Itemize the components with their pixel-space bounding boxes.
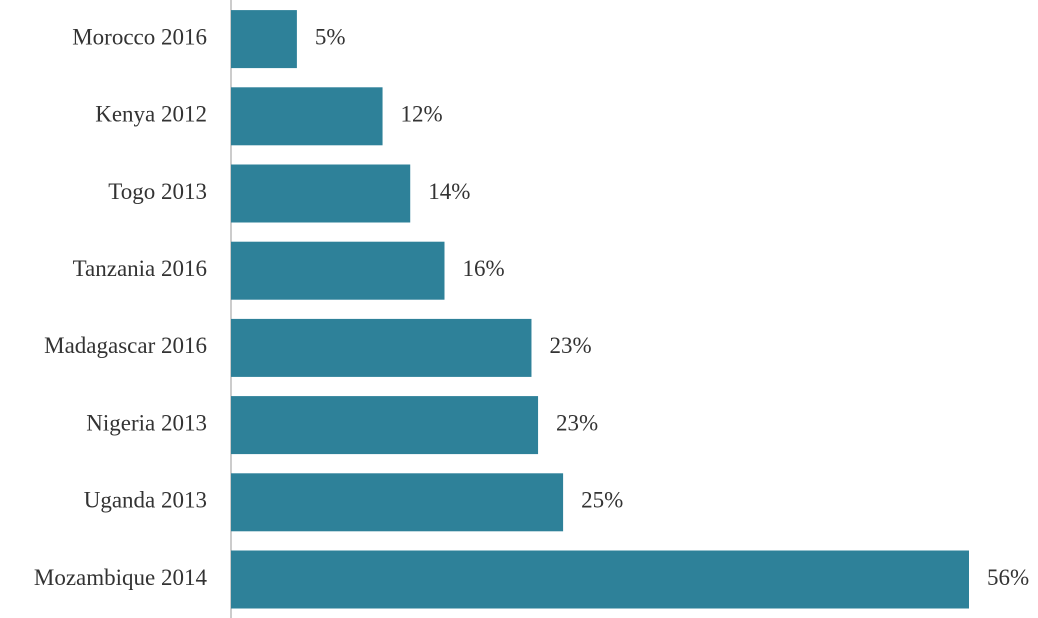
bar xyxy=(231,318,532,377)
value-label: 5% xyxy=(315,24,346,49)
category-label: Uganda 2013 xyxy=(84,488,207,513)
category-label: Madagascar 2016 xyxy=(44,333,207,358)
bar xyxy=(231,241,445,300)
category-label: Mozambique 2014 xyxy=(34,565,208,590)
bar xyxy=(231,550,969,609)
value-label: 23% xyxy=(556,410,598,435)
value-label: 56% xyxy=(987,565,1029,590)
bar xyxy=(231,87,383,146)
value-label: 25% xyxy=(581,488,623,513)
category-label: Tanzania 2016 xyxy=(73,256,207,281)
bar xyxy=(231,164,411,223)
value-label: 23% xyxy=(549,333,591,358)
category-label: Togo 2013 xyxy=(108,179,207,204)
value-label: 12% xyxy=(401,102,443,127)
value-label: 14% xyxy=(428,179,470,204)
bar xyxy=(231,396,539,455)
bar xyxy=(231,473,564,532)
value-label: 16% xyxy=(462,256,504,281)
category-label: Kenya 2012 xyxy=(95,102,207,127)
bar xyxy=(231,10,297,69)
category-label: Nigeria 2013 xyxy=(86,410,207,435)
category-label: Morocco 2016 xyxy=(72,24,207,49)
